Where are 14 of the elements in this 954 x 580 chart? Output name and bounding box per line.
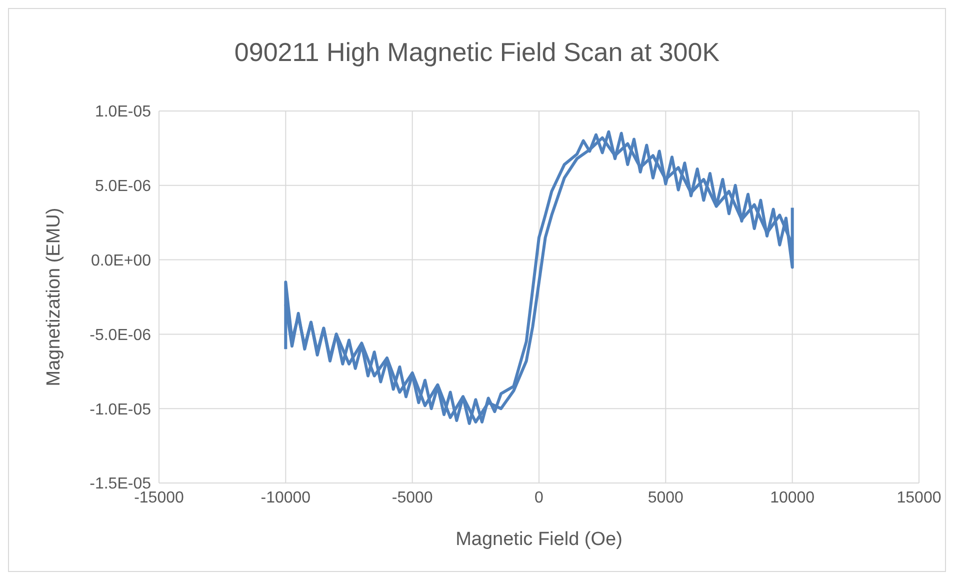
chart-title: 090211 High Magnetic Field Scan at 300K <box>233 37 721 68</box>
x-tick-label: 5000 <box>648 489 684 506</box>
x-axis-title: Magnetic Field (Oe) <box>456 529 622 550</box>
y-tick-label: -5.0E-06 <box>90 326 152 344</box>
x-tick-label: 15000 <box>896 489 942 506</box>
x-tick-label: -10000 <box>260 489 311 506</box>
x-tick-label: -5000 <box>392 489 433 506</box>
y-tick-label: 0.0E+00 <box>90 252 152 270</box>
y-tick-label: -1.0E-05 <box>90 401 152 418</box>
x-tick-label: 0 <box>534 489 544 506</box>
x-tick-label: 10000 <box>770 489 815 506</box>
y-tick-label: 5.0E-06 <box>94 178 152 196</box>
y-axis-title: Magnetization (EMU) <box>44 208 65 386</box>
y-tick-label: 1.0E-05 <box>94 104 152 121</box>
